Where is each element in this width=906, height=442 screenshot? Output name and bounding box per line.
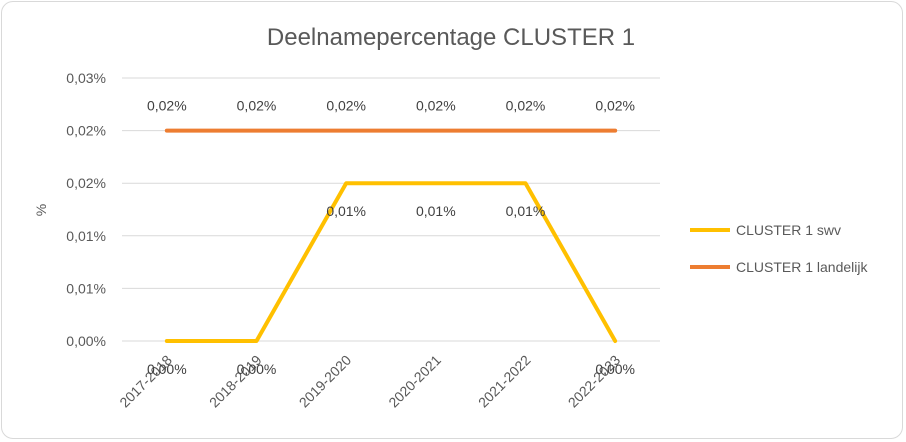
x-tick-label: 2020-2021 (385, 352, 444, 411)
data-label: 0,02% (147, 98, 187, 114)
y-tick-label: 0,02% (66, 175, 106, 191)
legend-label: CLUSTER 1 swv (736, 222, 841, 238)
data-label: 0,02% (237, 98, 277, 114)
y-tick-label: 0,01% (66, 280, 106, 296)
x-axis-ticks: 2017-2018 2018-2019 2019-2020 2020-2021 2021… (116, 352, 623, 411)
data-label: 0,02% (595, 98, 635, 114)
gridlines (122, 77, 660, 342)
data-label: 0,01% (326, 203, 366, 219)
data-label: 0,00% (595, 361, 635, 377)
data-label: 0,02% (326, 98, 366, 114)
data-label: 0,00% (147, 361, 187, 377)
data-label: 0,01% (416, 203, 456, 219)
data-label: 0,02% (416, 98, 456, 114)
series-line-1 (164, 181, 618, 343)
chart-title: Deelnamepercentage CLUSTER 1 (267, 24, 635, 51)
y-tick-label: 0,00% (66, 333, 106, 349)
data-label: 0,01% (506, 203, 546, 219)
data-label: 0,02% (506, 98, 546, 114)
data-labels: 0,00% 0,00% 0,01% 0,01% 0,01% 0,00% 0,02% 0,02%… (147, 98, 635, 377)
x-tick-label: 2019-2020 (296, 352, 355, 411)
legend: CLUSTER 1 swv CLUSTER 1 landelijk (690, 222, 868, 275)
series-lines (164, 128, 618, 343)
y-tick-label: 0,02% (66, 123, 106, 139)
y-axis-label: % (33, 204, 49, 216)
y-tick-label: 0,01% (66, 228, 106, 244)
legend-label: CLUSTER 1 landelijk (736, 259, 868, 275)
x-tick-label: 2021-2022 (475, 352, 534, 411)
y-tick-label: 0,03% (66, 70, 106, 86)
data-label: 0,00% (237, 361, 277, 377)
y-axis-ticks: 0,00% 0,01% 0,01% 0,02% 0,02% 0,03% (66, 70, 106, 349)
